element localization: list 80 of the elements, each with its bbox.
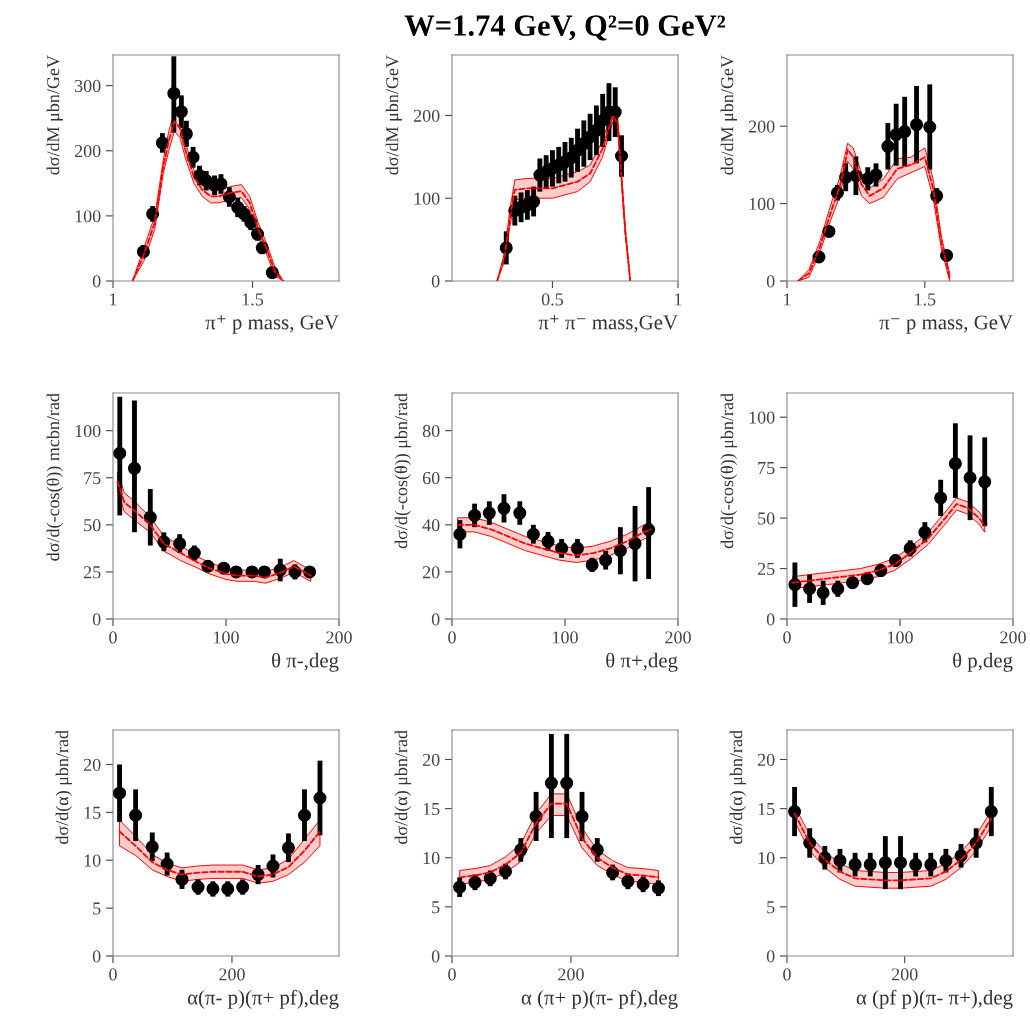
y-tick-label: 75 bbox=[84, 472, 101, 485]
y-tick-label: 10 bbox=[423, 852, 440, 865]
x-tick-label: 0 bbox=[448, 968, 456, 981]
y-tick-label: 0 bbox=[431, 275, 440, 288]
y-tick-label: 5 bbox=[93, 902, 101, 915]
x-tick-label: 1.5 bbox=[915, 293, 936, 306]
x-tick-label: 1.5 bbox=[242, 293, 264, 306]
y-tick-label: 10 bbox=[84, 854, 101, 867]
y-tick-label: 200 bbox=[413, 109, 440, 122]
y-tick-label: 300 bbox=[74, 79, 101, 93]
y-tick-label: 100 bbox=[749, 197, 775, 211]
x-tick-label: 0 bbox=[109, 968, 117, 981]
y-tick-label: 15 bbox=[84, 806, 101, 819]
y-axis-title: dσ/d(-cos(θ)) μbn/rad bbox=[720, 393, 737, 549]
y-axis-title: dσ/d(α) μbn/rad bbox=[55, 730, 73, 844]
y-tick-label: 80 bbox=[422, 424, 440, 438]
x-tick-label: 1 bbox=[110, 293, 117, 306]
x-axis-title: θ π-,deg bbox=[272, 652, 339, 672]
y-tick-label: 0 bbox=[92, 950, 101, 963]
y-axis-title: dσ/d(-cos(θ)) μbn/rad bbox=[394, 393, 412, 549]
y-tick-label: 40 bbox=[422, 519, 440, 532]
y-tick-label: 20 bbox=[757, 753, 775, 766]
y-tick-label: 0 bbox=[766, 950, 775, 963]
y-tick-label: 5 bbox=[432, 901, 440, 914]
y-axis-title: dσ/dM μbn/GeV bbox=[720, 55, 737, 175]
y-tick-label: 0 bbox=[92, 613, 101, 626]
chart-title: W=1.74 GeV, Q²=0 GeV² bbox=[404, 15, 726, 41]
x-axis-title: θ π+,deg bbox=[606, 652, 678, 672]
y-tick-label: 15 bbox=[423, 802, 440, 816]
y-tick-label: 0 bbox=[92, 275, 101, 288]
y-tick-label: 25 bbox=[757, 562, 775, 575]
x-tick-label: 200 bbox=[891, 968, 918, 981]
x-tick-label: 100 bbox=[888, 631, 913, 644]
y-tick-label: 100 bbox=[414, 192, 440, 205]
y-tick-label: 5 bbox=[767, 901, 775, 914]
y-tick-label: 0 bbox=[431, 950, 440, 963]
x-tick-label: 200 bbox=[326, 631, 352, 644]
x-tick-label: 200 bbox=[1000, 631, 1026, 644]
y-tick-label: 200 bbox=[748, 120, 775, 133]
x-tick-label: 100 bbox=[553, 631, 578, 644]
y-tick-label: 25 bbox=[83, 566, 101, 579]
x-axis-title: θ p,deg bbox=[953, 652, 1013, 672]
y-tick-label: 0 bbox=[766, 613, 775, 626]
y-tick-label: 100 bbox=[75, 424, 101, 438]
y-tick-label: 20 bbox=[422, 753, 440, 766]
y-tick-label: 60 bbox=[422, 472, 440, 485]
x-tick-label: 0 bbox=[783, 968, 791, 981]
x-axis-title: α (π+ p)(π- pf),deg bbox=[521, 989, 678, 1009]
x-tick-label: 200 bbox=[558, 968, 584, 981]
y-tick-label: 20 bbox=[83, 758, 101, 771]
x-tick-label: 100 bbox=[214, 631, 239, 644]
x-tick-label: 200 bbox=[219, 968, 245, 981]
y-tick-label: 50 bbox=[758, 512, 775, 525]
x-tick-label: 0.5 bbox=[541, 293, 564, 306]
y-axis-title: dσ/dM μbn/GeV bbox=[46, 55, 63, 175]
y-tick-label: 10 bbox=[758, 852, 775, 865]
x-axis-title: π⁺ p mass, GeV bbox=[205, 315, 339, 334]
y-tick-label: 100 bbox=[75, 210, 101, 223]
x-axis-title: π⁺ π⁻ mass,GeV bbox=[538, 315, 678, 333]
x-tick-label: 1 bbox=[675, 293, 682, 306]
y-tick-label: 100 bbox=[749, 411, 775, 424]
y-tick-label: 75 bbox=[758, 462, 775, 475]
y-tick-label: 20 bbox=[422, 566, 440, 579]
y-tick-label: 0 bbox=[431, 613, 440, 626]
y-axis-title: dσ/d(-cos(θ)) mcbn/rad bbox=[46, 393, 63, 561]
x-axis-title: π⁻ p mass, GeV bbox=[879, 315, 1013, 334]
y-tick-label: 0 bbox=[766, 275, 775, 288]
y-tick-label: 200 bbox=[74, 145, 101, 158]
x-tick-label: 1 bbox=[784, 293, 791, 306]
y-tick-label: 50 bbox=[84, 519, 101, 532]
x-tick-label: 0 bbox=[109, 631, 117, 644]
x-axis-title: α (pf p)(π- π+),deg bbox=[856, 989, 1013, 1009]
x-tick-label: 200 bbox=[665, 631, 691, 644]
x-tick-label: 0 bbox=[448, 631, 456, 644]
y-axis-title: dσ/dM μbn/GeV bbox=[385, 55, 402, 175]
y-axis-title: dσ/d(α) μbn/rad bbox=[394, 730, 412, 844]
y-axis-title: dσ/d(α) μbn/rad bbox=[729, 730, 747, 844]
x-axis-title: α(π- p)(π+ pf),deg bbox=[187, 989, 339, 1009]
y-tick-label: 15 bbox=[758, 802, 775, 816]
x-tick-label: 0 bbox=[783, 631, 791, 644]
